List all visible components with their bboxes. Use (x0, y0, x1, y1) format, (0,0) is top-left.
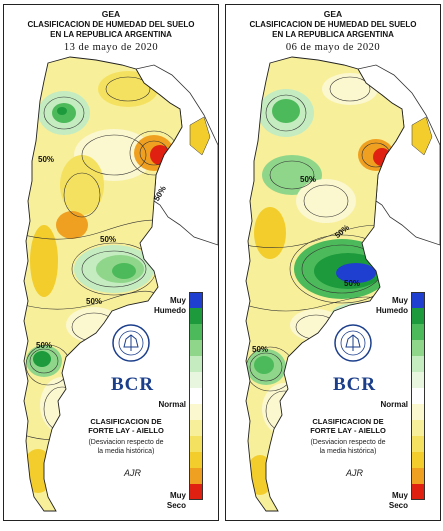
scale-swatch (411, 404, 425, 420)
scale-label-wet: Muy Humedo (376, 296, 408, 315)
scale-label-dry: Muy Seco (388, 491, 408, 510)
scale-swatch (189, 452, 203, 468)
scale-swatch (411, 308, 425, 324)
map-panel-may-06: GEA CLASIFICACION DE HUMEDAD DEL SUELO E… (225, 4, 441, 521)
signature: AJR (124, 468, 142, 478)
argentina-soil-moisture-map (245, 56, 440, 512)
contour-label: 50% (344, 279, 361, 288)
bcr-seal-icon (334, 324, 372, 362)
map-title-line1: CLASIFICACION DE HUMEDAD DEL SUELO (249, 20, 417, 29)
bcr-seal-icon (112, 324, 150, 362)
scale-swatch (411, 372, 425, 388)
contour-label: 50% (100, 235, 117, 244)
scale-label-normal: Normal (380, 400, 408, 409)
scale-label-wet: Muy Humedo (154, 296, 186, 315)
contour-label: 50% (86, 297, 103, 306)
scale-swatch (411, 468, 425, 484)
scale-swatch (189, 468, 203, 484)
classification-note: (Desviacion respecto de la media históri… (310, 439, 386, 455)
scale-swatch (189, 340, 203, 356)
scale-swatch (189, 420, 203, 436)
map-title-line2: EN LA REPUBLICA ARGENTINA (272, 30, 394, 39)
map-title-line1: CLASIFICACION DE HUMEDAD DEL SUELO (27, 20, 195, 29)
contour-label: 50% (38, 155, 55, 164)
scale-swatch (189, 292, 203, 308)
scale-label-dry: Muy Seco (166, 491, 186, 510)
scale-swatch (411, 388, 425, 404)
contour-label: 50% (300, 175, 317, 184)
scale-swatch (411, 420, 425, 436)
signature: AJR (346, 468, 364, 478)
org-label: GEA (101, 9, 121, 19)
bcr-logo: BCR (333, 374, 377, 395)
classification-label: CLASIFICACION DE FORTE LAY - AIELLO (310, 417, 386, 435)
scale-swatch (411, 356, 425, 372)
scale-swatch (189, 388, 203, 404)
scale-swatch (189, 372, 203, 388)
color-scale (411, 292, 425, 500)
scale-swatch (411, 436, 425, 452)
scale-swatch (411, 340, 425, 356)
argentina-soil-moisture-map (23, 56, 218, 512)
classification-note: (Desviacion respecto de la media históri… (88, 439, 164, 455)
bcr-logo: BCR (111, 374, 155, 395)
scale-swatch (189, 436, 203, 452)
scale-swatch (411, 452, 425, 468)
scale-swatch (189, 324, 203, 340)
map-date: 13 de mayo de 2020 (63, 42, 159, 53)
map-panel-may-13: GEA CLASIFICACION DE HUMEDAD DEL SUELO E… (3, 4, 219, 521)
org-label: GEA (323, 9, 343, 19)
map-date: 06 de mayo de 2020 (285, 42, 381, 53)
classification-label: CLASIFICACION DE FORTE LAY - AIELLO (88, 417, 164, 435)
color-scale (189, 292, 203, 500)
scale-swatch (411, 484, 425, 500)
scale-swatch (411, 324, 425, 340)
map-title-line2: EN LA REPUBLICA ARGENTINA (50, 30, 172, 39)
scale-swatch (189, 308, 203, 324)
scale-swatch (189, 404, 203, 420)
contour-label: 50% (36, 341, 53, 350)
scale-swatch (189, 356, 203, 372)
scale-label-normal: Normal (158, 400, 186, 409)
scale-swatch (189, 484, 203, 500)
scale-swatch (411, 292, 425, 308)
contour-label: 50% (252, 345, 269, 354)
